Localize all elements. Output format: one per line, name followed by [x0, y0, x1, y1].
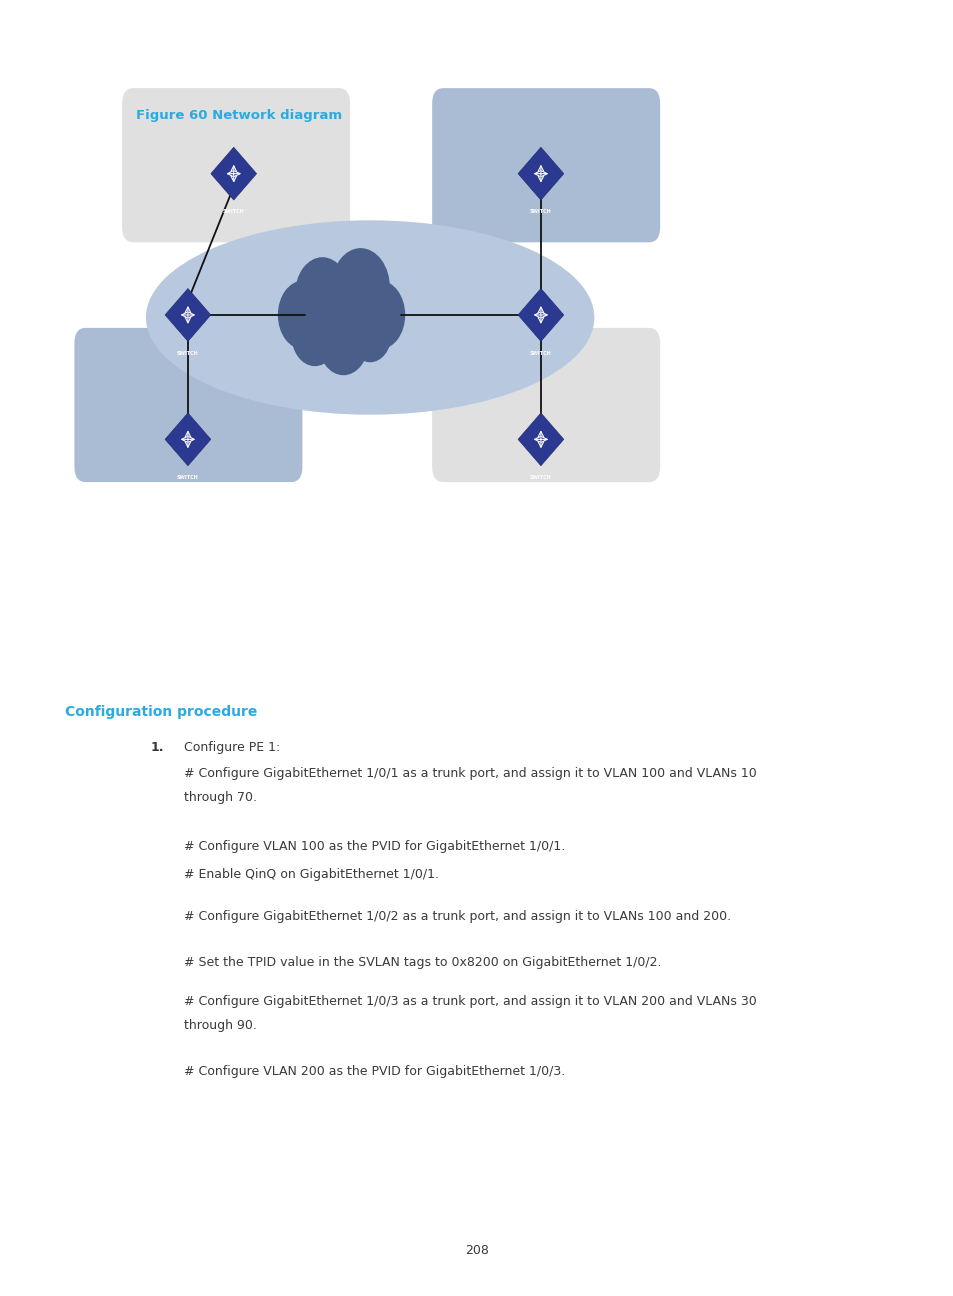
Polygon shape — [165, 289, 211, 341]
Text: SWITCH: SWITCH — [530, 351, 551, 355]
Text: # Configure GigabitEthernet 1/0/3 as a trunk port, and assign it to VLAN 200 and: # Configure GigabitEthernet 1/0/3 as a t… — [184, 995, 756, 1008]
Text: # Configure GigabitEthernet 1/0/2 as a trunk port, and assign it to VLANs 100 an: # Configure GigabitEthernet 1/0/2 as a t… — [184, 910, 731, 923]
Ellipse shape — [146, 220, 594, 415]
Text: through 70.: through 70. — [184, 791, 257, 804]
FancyBboxPatch shape — [122, 88, 350, 242]
Text: # Configure GigabitEthernet 1/0/1 as a trunk port, and assign it to VLAN 100 and: # Configure GigabitEthernet 1/0/1 as a t… — [184, 767, 756, 780]
Polygon shape — [517, 413, 563, 465]
Text: 208: 208 — [464, 1244, 489, 1257]
Polygon shape — [517, 148, 563, 200]
Circle shape — [318, 307, 368, 375]
Text: SWITCH: SWITCH — [177, 351, 198, 355]
Text: # Configure VLAN 200 as the PVID for GigabitEthernet 1/0/3.: # Configure VLAN 200 as the PVID for Gig… — [184, 1065, 565, 1078]
Polygon shape — [517, 289, 563, 341]
Text: SWITCH: SWITCH — [530, 210, 551, 214]
Text: SWITCH: SWITCH — [177, 476, 198, 480]
Text: SWITCH: SWITCH — [530, 476, 551, 480]
Circle shape — [292, 303, 337, 365]
Circle shape — [349, 305, 391, 362]
Circle shape — [355, 281, 404, 349]
Circle shape — [278, 281, 328, 349]
Text: # Set the TPID value in the SVLAN tags to 0x8200 on GigabitEthernet 1/0/2.: # Set the TPID value in the SVLAN tags t… — [184, 956, 661, 969]
FancyBboxPatch shape — [432, 328, 659, 482]
Text: # Enable QinQ on GigabitEthernet 1/0/1.: # Enable QinQ on GigabitEthernet 1/0/1. — [184, 868, 438, 881]
Text: Configure PE 1:: Configure PE 1: — [184, 741, 280, 754]
Circle shape — [332, 249, 389, 327]
Text: SWITCH: SWITCH — [223, 210, 244, 214]
Circle shape — [305, 264, 377, 363]
Polygon shape — [165, 413, 211, 465]
Text: # Configure VLAN 100 as the PVID for GigabitEthernet 1/0/1.: # Configure VLAN 100 as the PVID for Gig… — [184, 840, 565, 853]
Text: through 90.: through 90. — [184, 1019, 256, 1032]
FancyBboxPatch shape — [432, 88, 659, 242]
FancyBboxPatch shape — [74, 328, 302, 482]
Circle shape — [295, 258, 349, 330]
Text: Configuration procedure: Configuration procedure — [65, 705, 257, 719]
Text: Figure 60 Network diagram: Figure 60 Network diagram — [136, 109, 342, 122]
Text: 1.: 1. — [151, 741, 164, 754]
Polygon shape — [211, 148, 256, 200]
